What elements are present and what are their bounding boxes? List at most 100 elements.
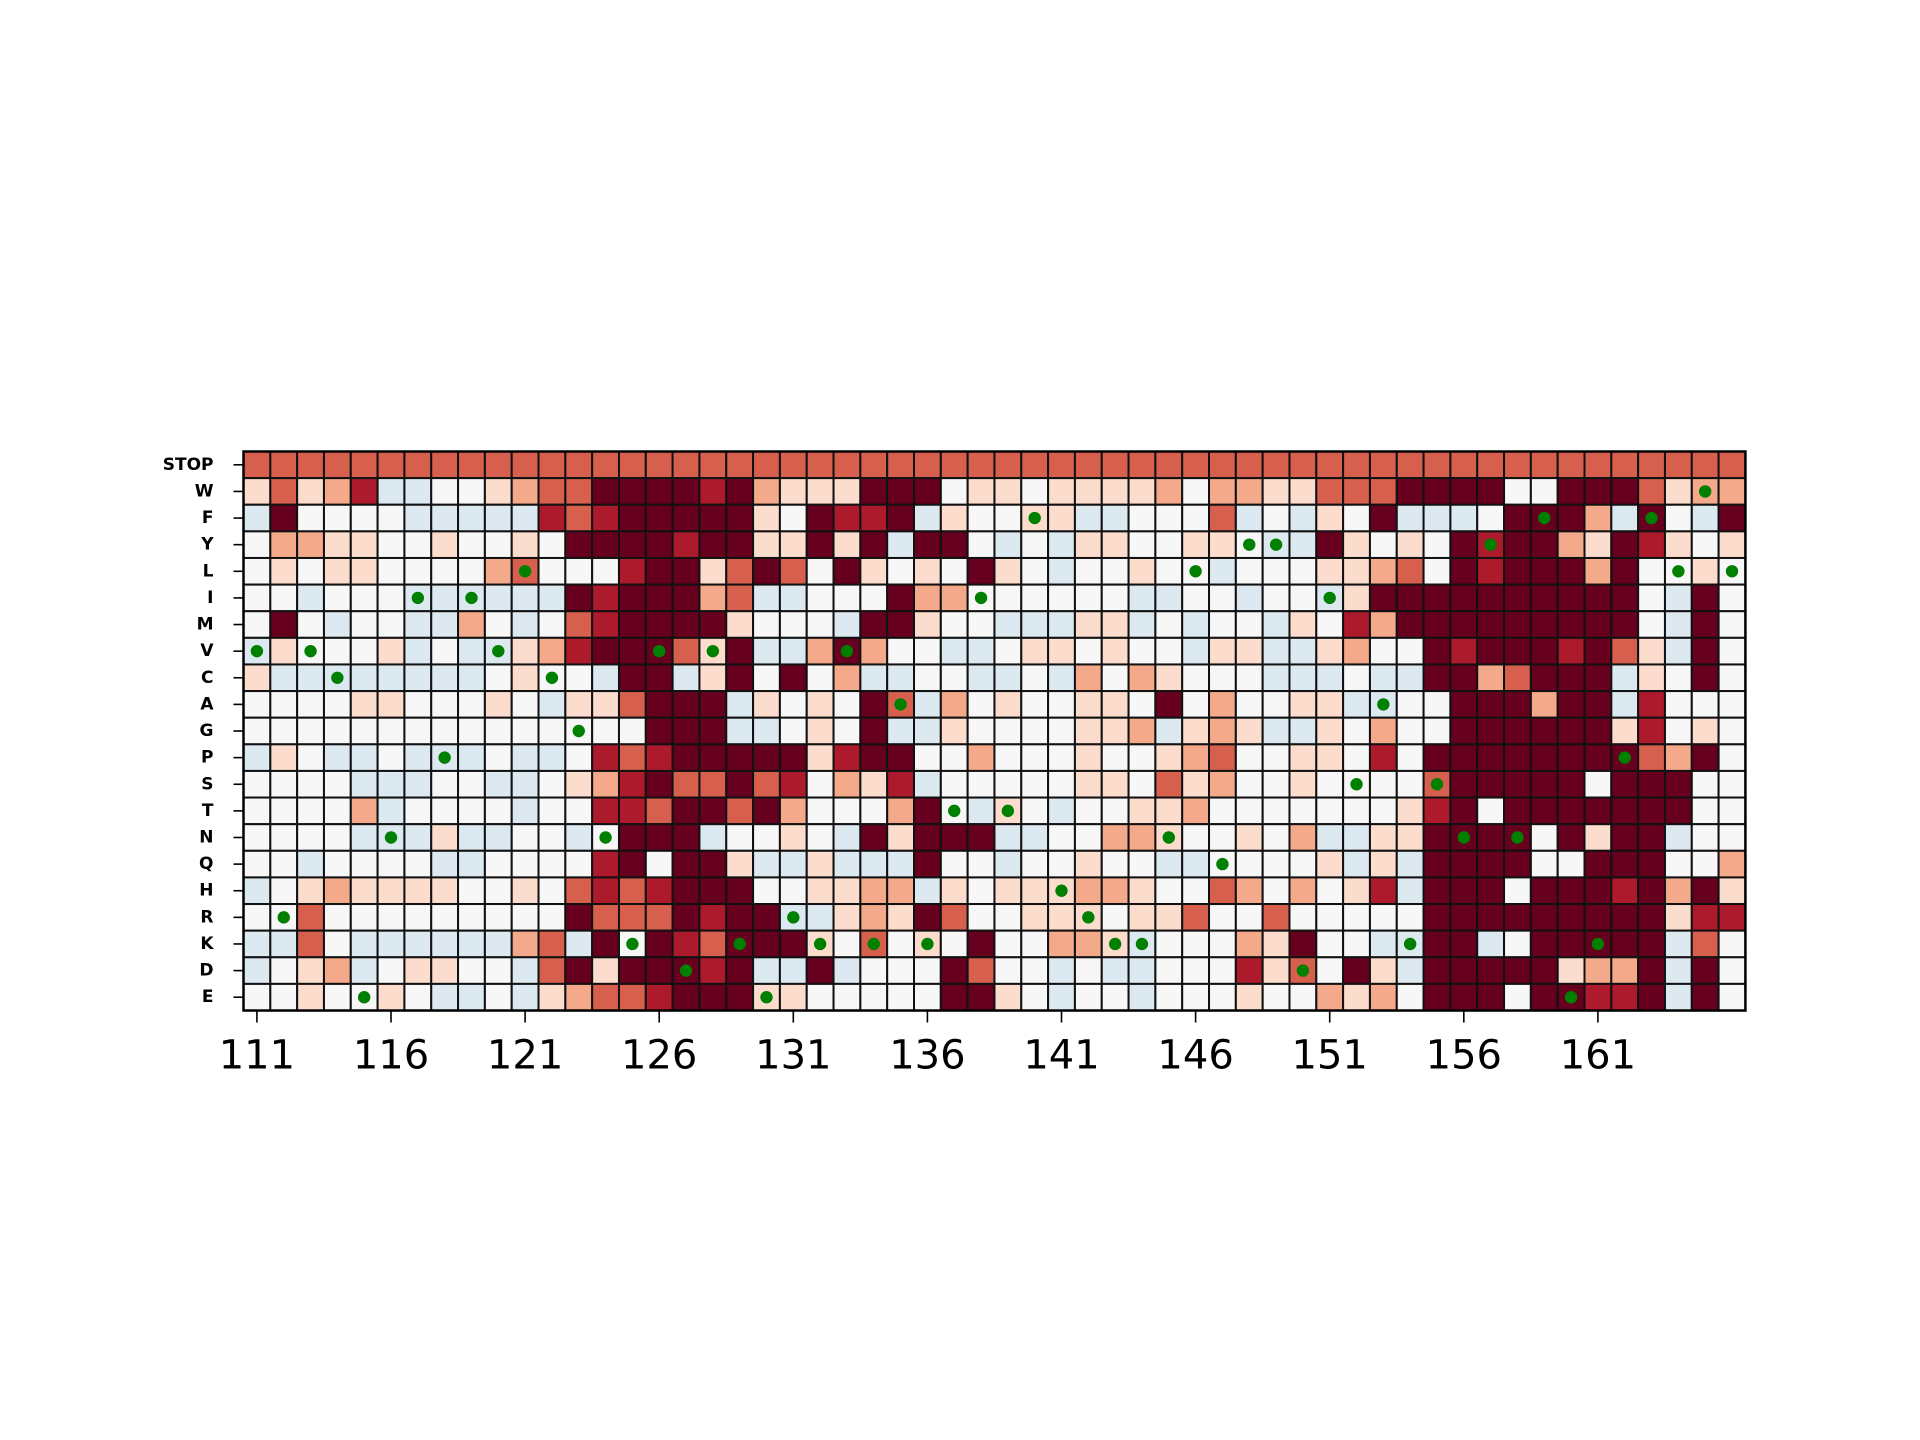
- heatmap-cell-Y-132: [805, 530, 835, 559]
- heatmap-cell-Q-156: [1449, 849, 1479, 879]
- heatmap-cell-W-147: [1208, 477, 1237, 506]
- heatmap-cell-F-160: [1556, 503, 1586, 533]
- heatmap-cell-A-136: [913, 690, 942, 719]
- heatmap-cell-K-145: [1154, 929, 1184, 959]
- heatmap-cell-P-163: [1637, 743, 1666, 772]
- heatmap-cell-H-111: [242, 876, 272, 906]
- heatmap-cell-L-151: [1315, 556, 1345, 586]
- heatmap-cell-C-151: [1315, 663, 1345, 693]
- heatmap-cell-P-113: [296, 743, 325, 772]
- y-tick-label-K: K: [200, 934, 214, 954]
- heatmap-cell-V-137: [939, 636, 969, 666]
- heatmap-cell-G-130: [752, 716, 781, 746]
- heatmap-cell-F-134: [859, 503, 889, 533]
- wildtype-marker-H-141: [1055, 884, 1068, 897]
- x-tick-label-161: 161: [1560, 1033, 1636, 1079]
- heatmap-cell-S-150: [1288, 769, 1318, 799]
- heatmap-cell-A-144: [1127, 690, 1157, 719]
- heatmap-cell-G-157: [1476, 716, 1506, 746]
- heatmap-cell-K-146: [1181, 929, 1211, 959]
- heatmap-cell-M-141: [1047, 610, 1076, 639]
- heatmap-cell-A-145: [1154, 690, 1184, 719]
- heatmap-cell-Y-115: [349, 530, 379, 559]
- heatmap-cell-T-150: [1288, 796, 1318, 826]
- heatmap-cell-D-114: [322, 956, 352, 985]
- heatmap-cell-V-146: [1181, 636, 1211, 666]
- wildtype-marker-W-165: [1698, 485, 1712, 498]
- heatmap-cell-M-136: [913, 610, 942, 639]
- heatmap-cell-T-130: [752, 796, 781, 826]
- heatmap-cell-K-142: [1073, 929, 1103, 959]
- heatmap-cell-T-124: [591, 796, 620, 826]
- heatmap-cell-K-149: [1261, 929, 1291, 959]
- heatmap-cell-STOP-119: [457, 450, 486, 480]
- heatmap-cell-Q-164: [1663, 849, 1693, 879]
- heatmap-cell-STOP-160: [1556, 450, 1586, 480]
- heatmap-cell-Q-137: [939, 849, 969, 879]
- heatmap-cell-G-135: [886, 716, 915, 746]
- y-tick-label-M: M: [197, 615, 214, 635]
- heatmap-cell-C-137: [939, 663, 969, 693]
- heatmap-cell-E-152: [1342, 982, 1371, 1012]
- heatmap-cell-F-113: [296, 503, 325, 533]
- x-tick-label-111: 111: [219, 1033, 295, 1079]
- heatmap-cell-K-160: [1556, 929, 1586, 959]
- heatmap-cell-H-142: [1073, 876, 1103, 906]
- heatmap-cell-R-111: [242, 903, 272, 932]
- heatmap-cell-T-131: [778, 796, 808, 826]
- heatmap-cell-P-156: [1449, 743, 1479, 772]
- y-tick-label-L: L: [203, 561, 214, 581]
- heatmap-cell-N-166: [1717, 823, 1747, 852]
- heatmap-cell-L-111: [242, 556, 272, 586]
- heatmap-cell-R-128: [698, 903, 728, 932]
- heatmap-cell-N-125: [617, 823, 647, 852]
- heatmap-cell-R-122: [537, 903, 567, 932]
- heatmap-cell-G-124: [591, 716, 620, 746]
- heatmap-cell-W-141: [1047, 477, 1076, 506]
- heatmap-cell-G-161: [1583, 716, 1613, 746]
- heatmap-cell-Q-136: [913, 849, 942, 879]
- wildtype-marker-V-111: [250, 644, 264, 658]
- heatmap-cell-L-131: [778, 556, 808, 586]
- heatmap-cell-M-142: [1073, 610, 1103, 639]
- heatmap-cell-W-148: [1234, 477, 1264, 506]
- heatmap-cell-E-148: [1234, 982, 1264, 1012]
- heatmap-cell-F-130: [752, 503, 781, 533]
- heatmap-cell-W-163: [1637, 477, 1666, 506]
- heatmap-cell-A-157: [1476, 690, 1506, 719]
- heatmap-cell-P-117: [403, 743, 433, 772]
- heatmap-cell-Y-165: [1690, 530, 1720, 559]
- heatmap-cell-S-151: [1315, 769, 1345, 799]
- heatmap-cell-A-146: [1181, 690, 1211, 719]
- heatmap-cell-T-120: [483, 796, 513, 826]
- heatmap-cell-M-155: [1422, 610, 1452, 639]
- heatmap-cell-C-113: [296, 663, 325, 693]
- heatmap-cell-Y-143: [1100, 530, 1130, 559]
- heatmap-cell-W-118: [430, 477, 460, 506]
- heatmap-cell-M-116: [376, 610, 406, 639]
- heatmap-cell-Y-159: [1529, 530, 1559, 559]
- heatmap-cell-W-155: [1422, 477, 1452, 506]
- heatmap-cell-S-114: [322, 769, 352, 799]
- heatmap-cell-I-143: [1100, 583, 1130, 613]
- heatmap-cell-Y-160: [1556, 530, 1586, 559]
- heatmap-cell-R-164: [1663, 903, 1693, 932]
- heatmap-cell-L-149: [1261, 556, 1291, 586]
- heatmap-cell-H-147: [1208, 876, 1237, 906]
- heatmap-cell-STOP-127: [671, 450, 701, 480]
- heatmap-cell-A-130: [752, 690, 781, 719]
- heatmap-cell-F-125: [617, 503, 647, 533]
- heatmap-cell-T-141: [1047, 796, 1076, 826]
- heatmap-cell-H-144: [1127, 876, 1157, 906]
- heatmap-cell-G-155: [1422, 716, 1452, 746]
- heatmap-cell-I-142: [1073, 583, 1103, 613]
- heatmap-cell-D-163: [1637, 956, 1666, 985]
- heatmap-cell-M-120: [483, 610, 513, 639]
- heatmap-cell-P-124: [591, 743, 620, 772]
- heatmap-cell-L-156: [1449, 556, 1479, 586]
- heatmap-cell-V-163: [1637, 636, 1666, 666]
- heatmap-cell-H-129: [725, 876, 755, 906]
- heatmap-cell-S-148: [1234, 769, 1264, 799]
- heatmap-cell-Y-144: [1127, 530, 1157, 559]
